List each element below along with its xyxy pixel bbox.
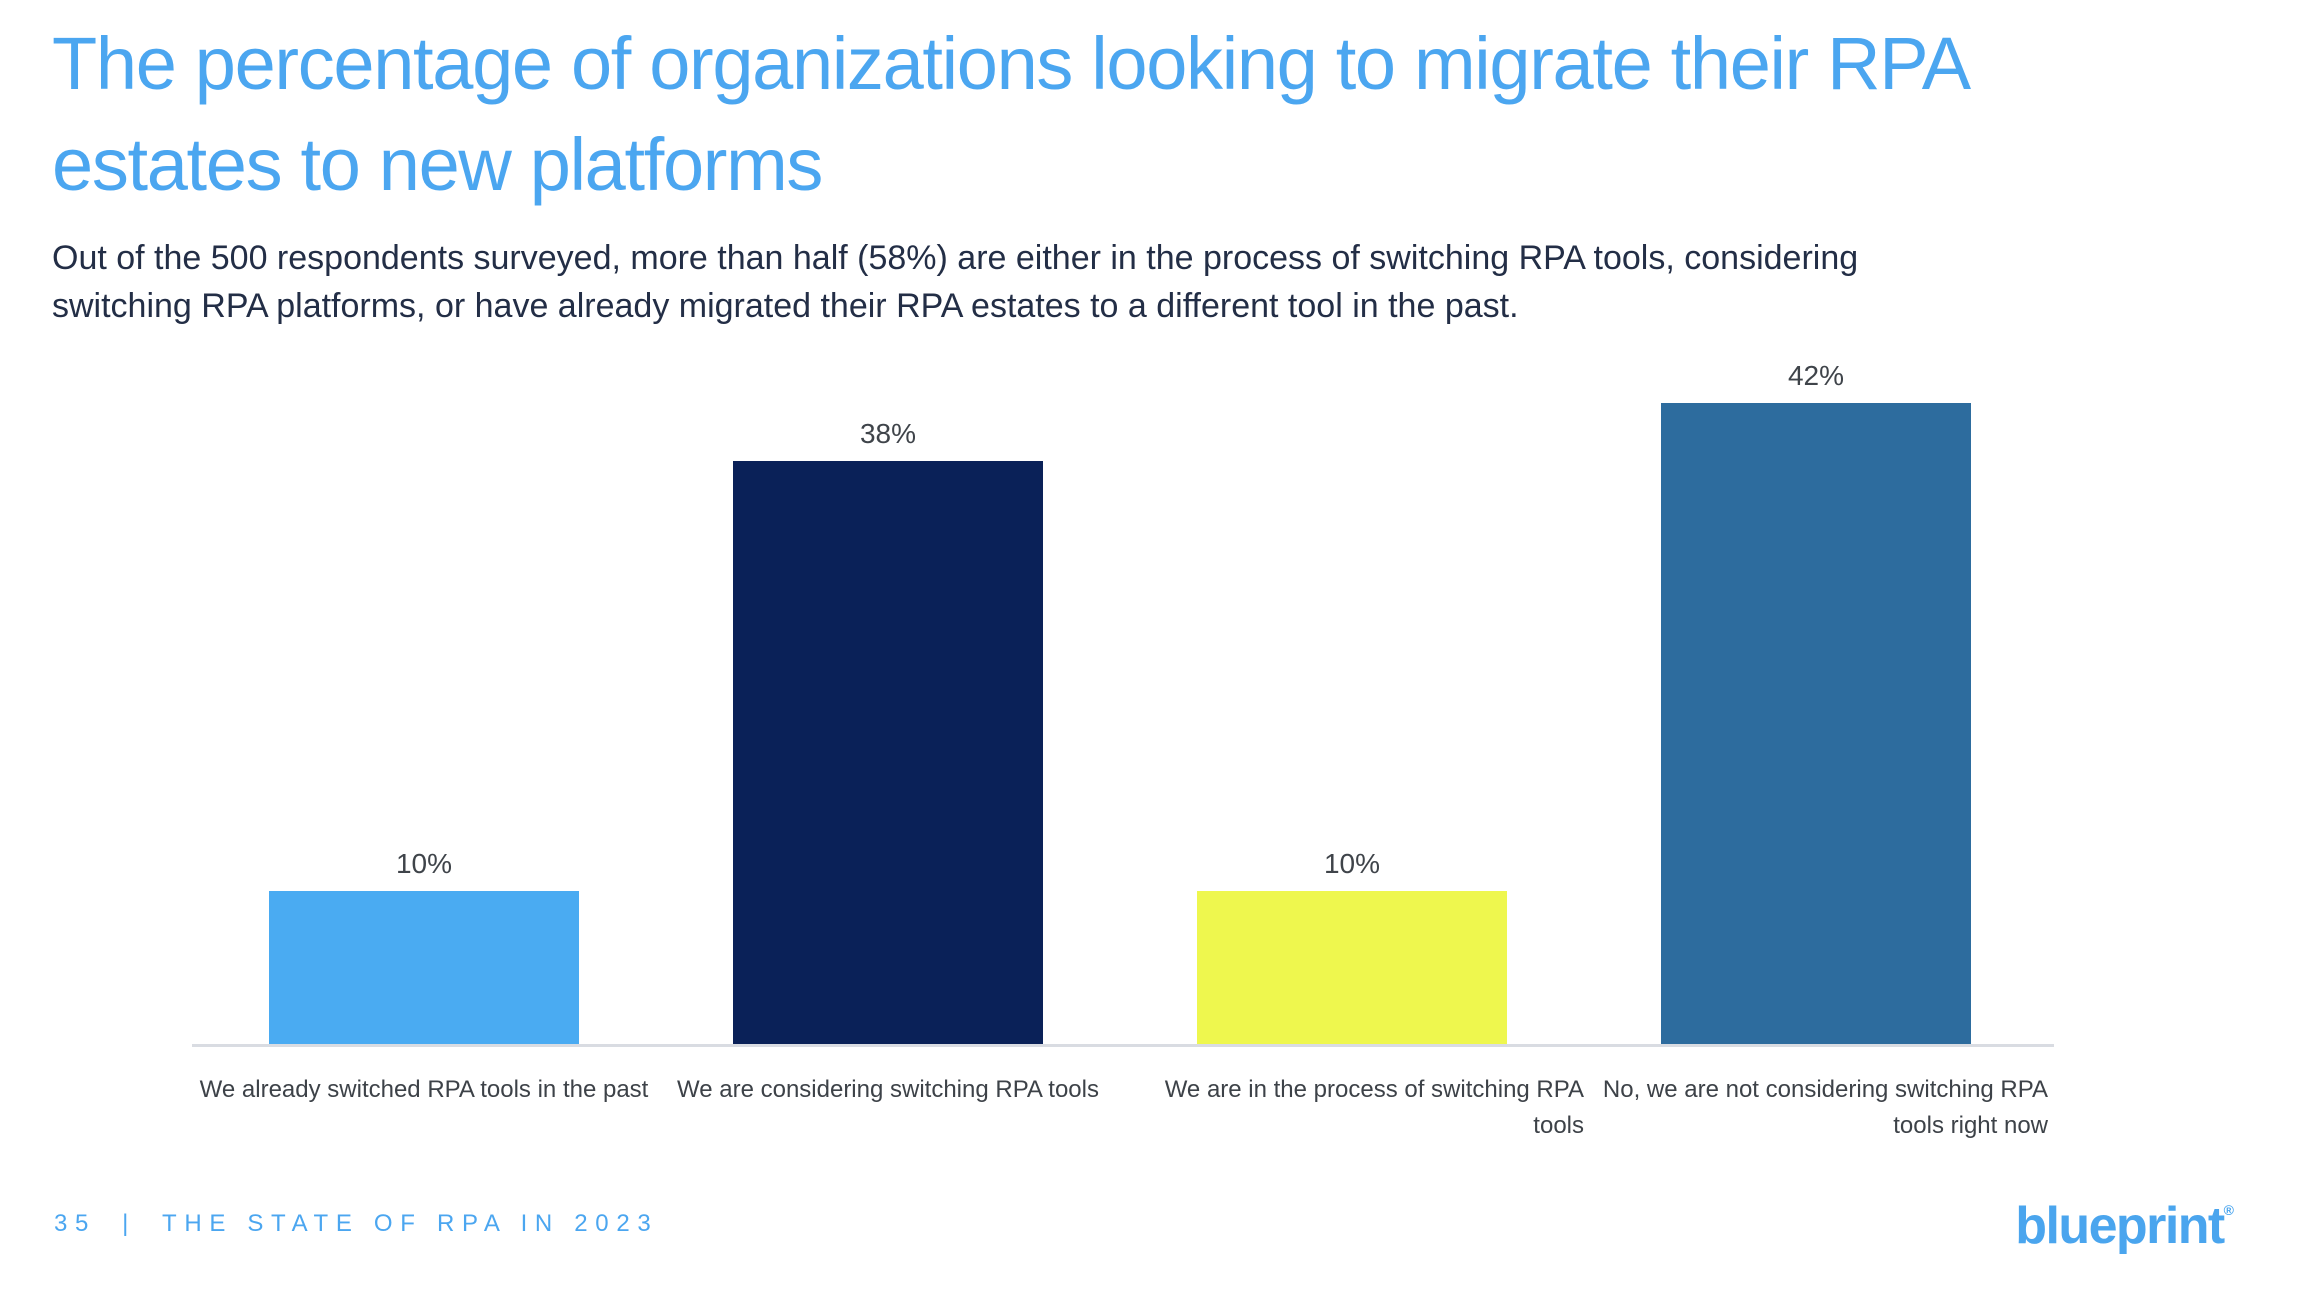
logo-text: blueprint (2015, 1197, 2225, 1255)
report-title: THE STATE OF RPA IN 2023 (161, 1210, 659, 1237)
category-label: We already switched RPA tools in the pas… (199, 1076, 649, 1103)
footer: 35 | THE STATE OF RPA IN 2023 (54, 1210, 658, 1238)
bar (269, 891, 579, 1044)
bar (1197, 891, 1507, 1044)
bar-slot: 10% (192, 360, 656, 1044)
bar-slot: 10% (1120, 360, 1584, 1044)
bar (733, 461, 1043, 1044)
bar-value-label: 10% (1323, 848, 1381, 879)
bar (1661, 403, 1971, 1044)
bar-slot: 38% (656, 360, 1120, 1044)
x-axis-line (192, 1044, 2054, 1047)
page-title: The percentage of organizations looking … (52, 22, 1971, 206)
bar-value-label: 42% (1787, 360, 1845, 391)
page-number: 35 (54, 1210, 97, 1237)
category-label: We are considering switching RPA tools (677, 1076, 1099, 1103)
bar-slot: 42% (1584, 360, 2048, 1044)
bar-value-label: 10% (395, 848, 453, 879)
category-label: No, we are not considering switching RPA… (1602, 1076, 2048, 1139)
blueprint-logo: blueprint® (2015, 1196, 2234, 1256)
footer-separator: | (122, 1210, 136, 1237)
page-subtitle: Out of the 500 respondents surveyed, mor… (52, 239, 1859, 326)
logo-trademark-icon: ® (2223, 1202, 2234, 1218)
category-label: We are in the process of switching RPA t… (1164, 1076, 1584, 1139)
category-axis-labels: We already switched RPA tools in the pas… (192, 1072, 2048, 1144)
bar-chart: 10% 38% 10% 42% (192, 360, 2048, 1044)
bar-value-label: 38% (859, 418, 917, 449)
